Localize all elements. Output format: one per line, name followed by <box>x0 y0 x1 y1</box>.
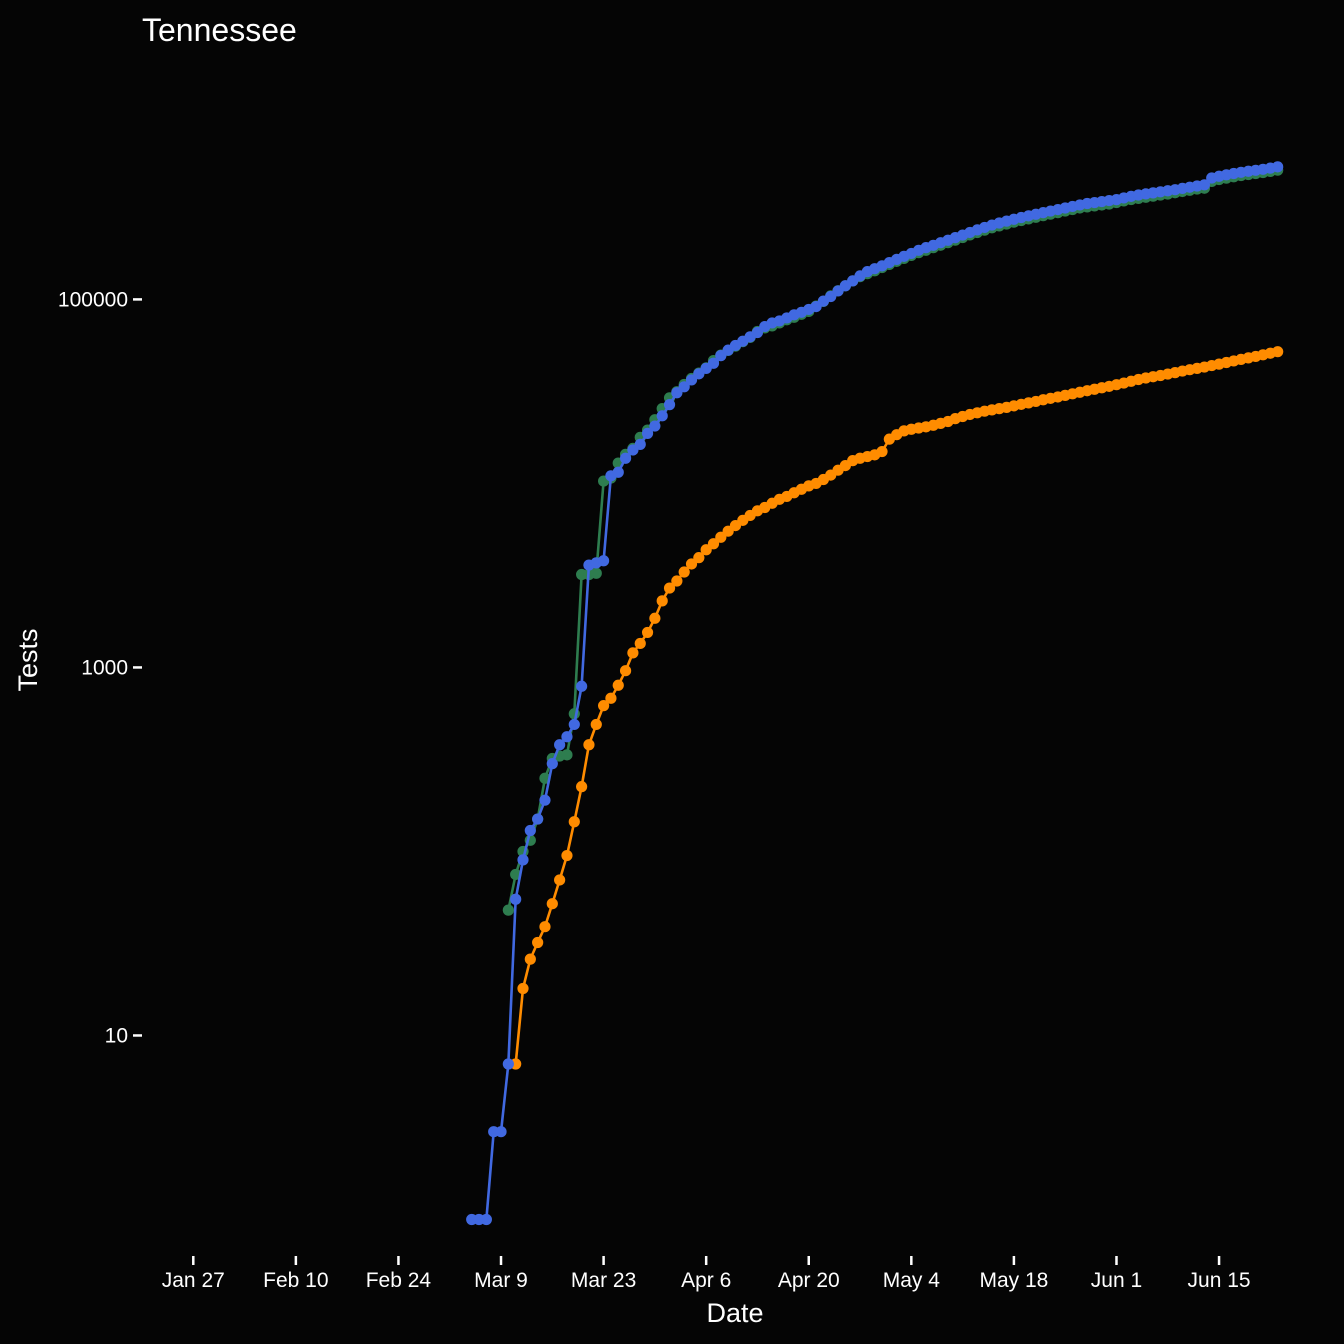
x-tick-label: Apr 20 <box>778 1269 840 1292</box>
data-point <box>678 381 690 393</box>
data-point <box>495 1126 507 1138</box>
data-point <box>663 582 676 594</box>
data-point <box>876 445 888 458</box>
data-point <box>532 813 544 825</box>
data-point <box>649 420 661 432</box>
data-point <box>539 794 551 806</box>
data-point <box>576 680 588 692</box>
data-point <box>641 626 654 639</box>
data-point <box>554 739 566 751</box>
data-point <box>510 893 522 905</box>
x-tick-label: Jun 15 <box>1188 1269 1251 1292</box>
data-point <box>707 357 720 369</box>
x-tick-label: Mar 9 <box>474 1269 528 1292</box>
data-point <box>598 700 610 712</box>
data-point <box>561 731 573 743</box>
data-point <box>649 612 661 624</box>
data-point <box>605 692 617 704</box>
data-point <box>539 921 551 933</box>
data-point <box>554 874 566 886</box>
data-point <box>612 679 624 691</box>
data-point <box>532 936 544 949</box>
data-point <box>634 438 646 450</box>
data-point <box>517 854 529 866</box>
y-tick-label: 100000 <box>58 288 128 311</box>
data-point <box>678 566 690 578</box>
data-point <box>561 749 573 761</box>
data-point <box>546 898 558 910</box>
data-point <box>671 575 683 587</box>
x-tick-label: May 4 <box>883 1269 941 1292</box>
series-layer <box>466 161 1284 1226</box>
data-point <box>1198 179 1210 191</box>
data-point <box>656 595 668 607</box>
data-point <box>590 718 602 731</box>
data-point <box>568 718 580 731</box>
data-point <box>561 849 573 862</box>
data-point <box>1272 161 1284 173</box>
data-point <box>502 1058 514 1070</box>
data-point <box>634 637 646 650</box>
x-tick-label: Jun 1 <box>1091 1269 1142 1292</box>
x-tick-label: Mar 23 <box>571 1269 636 1292</box>
data-point <box>627 647 639 659</box>
y-axis: 10 1000 100000 <box>58 288 142 1047</box>
data-point <box>619 452 632 464</box>
data-point <box>1272 346 1284 358</box>
data-point <box>502 904 514 916</box>
data-point <box>663 399 676 411</box>
data-point <box>524 824 536 837</box>
x-tick-label: Jan 27 <box>162 1269 225 1292</box>
x-tick-label: May 18 <box>979 1269 1048 1292</box>
data-point <box>656 410 668 422</box>
x-axis-title: Date <box>706 1298 763 1328</box>
x-tick-label: Feb 10 <box>263 1269 328 1292</box>
x-tick-label: Feb 24 <box>366 1269 432 1292</box>
data-point <box>685 374 698 386</box>
data-point <box>546 758 558 770</box>
data-point <box>641 427 654 439</box>
data-point <box>576 781 588 793</box>
data-point <box>612 466 624 478</box>
data-point <box>693 552 705 564</box>
x-axis: Jan 27 Feb 10 Feb 24 Mar 9 Mar 23 Apr 6 Apr 20… <box>162 1256 1251 1292</box>
data-point <box>568 816 580 828</box>
data-point <box>598 555 610 567</box>
y-tick-label: 1000 <box>81 656 128 679</box>
data-point <box>524 953 536 965</box>
data-point <box>583 739 595 751</box>
chart-title: Tennessee <box>142 12 297 48</box>
data-point <box>590 567 602 579</box>
data-point <box>619 665 632 677</box>
data-point <box>480 1213 492 1226</box>
data-point <box>517 982 529 995</box>
y-axis-title: Tests <box>13 628 43 691</box>
data-point <box>685 558 698 570</box>
data-point <box>707 538 720 550</box>
y-tick-label: 10 <box>105 1024 128 1047</box>
x-tick-label: Apr 6 <box>681 1269 731 1292</box>
